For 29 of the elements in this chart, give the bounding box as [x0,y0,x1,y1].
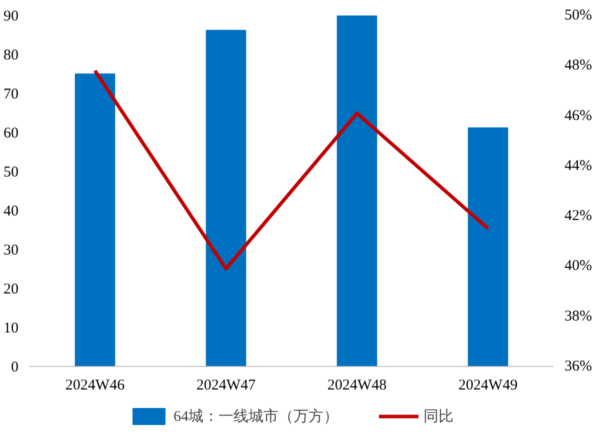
x-tick-label: 2024W47 [196,378,256,394]
y-tick-label: 70 [4,86,18,102]
y2-tick-label: 40% [564,258,592,274]
y-tick-label: 0 [11,360,18,376]
y2-tick-label: 46% [564,108,592,124]
y-tick-label: 90 [4,8,18,24]
x-tick-label: 2024W46 [65,378,126,394]
y2-tick-label: 42% [564,208,592,224]
y2-tick-label: 38% [564,308,592,324]
y2-tick-label: 48% [564,58,592,74]
y-tick-label: 30 [4,242,18,258]
bar [206,30,246,366]
y2-tick-label: 44% [564,158,592,174]
y2-tick-label: 36% [564,358,592,374]
legend-label: 同比 [424,408,454,426]
y-tick-label: 80 [4,48,18,64]
bar [336,16,378,366]
bar [74,74,116,366]
y-tick-label: 50 [4,164,18,180]
line-series [93,68,490,270]
y-tick-label: 20 [4,282,18,298]
y2-tick-label: 50% [564,8,592,24]
legend-label: 64城：一线城市（万方） [174,407,338,426]
y-tick-label: 10 [4,320,18,336]
x-tick-label: 2024W49 [458,378,518,394]
y-tick-label: 60 [4,126,18,142]
bar [468,127,508,366]
y-tick-label: 40 [4,204,18,220]
x-tick-label: 2024W48 [327,378,387,394]
